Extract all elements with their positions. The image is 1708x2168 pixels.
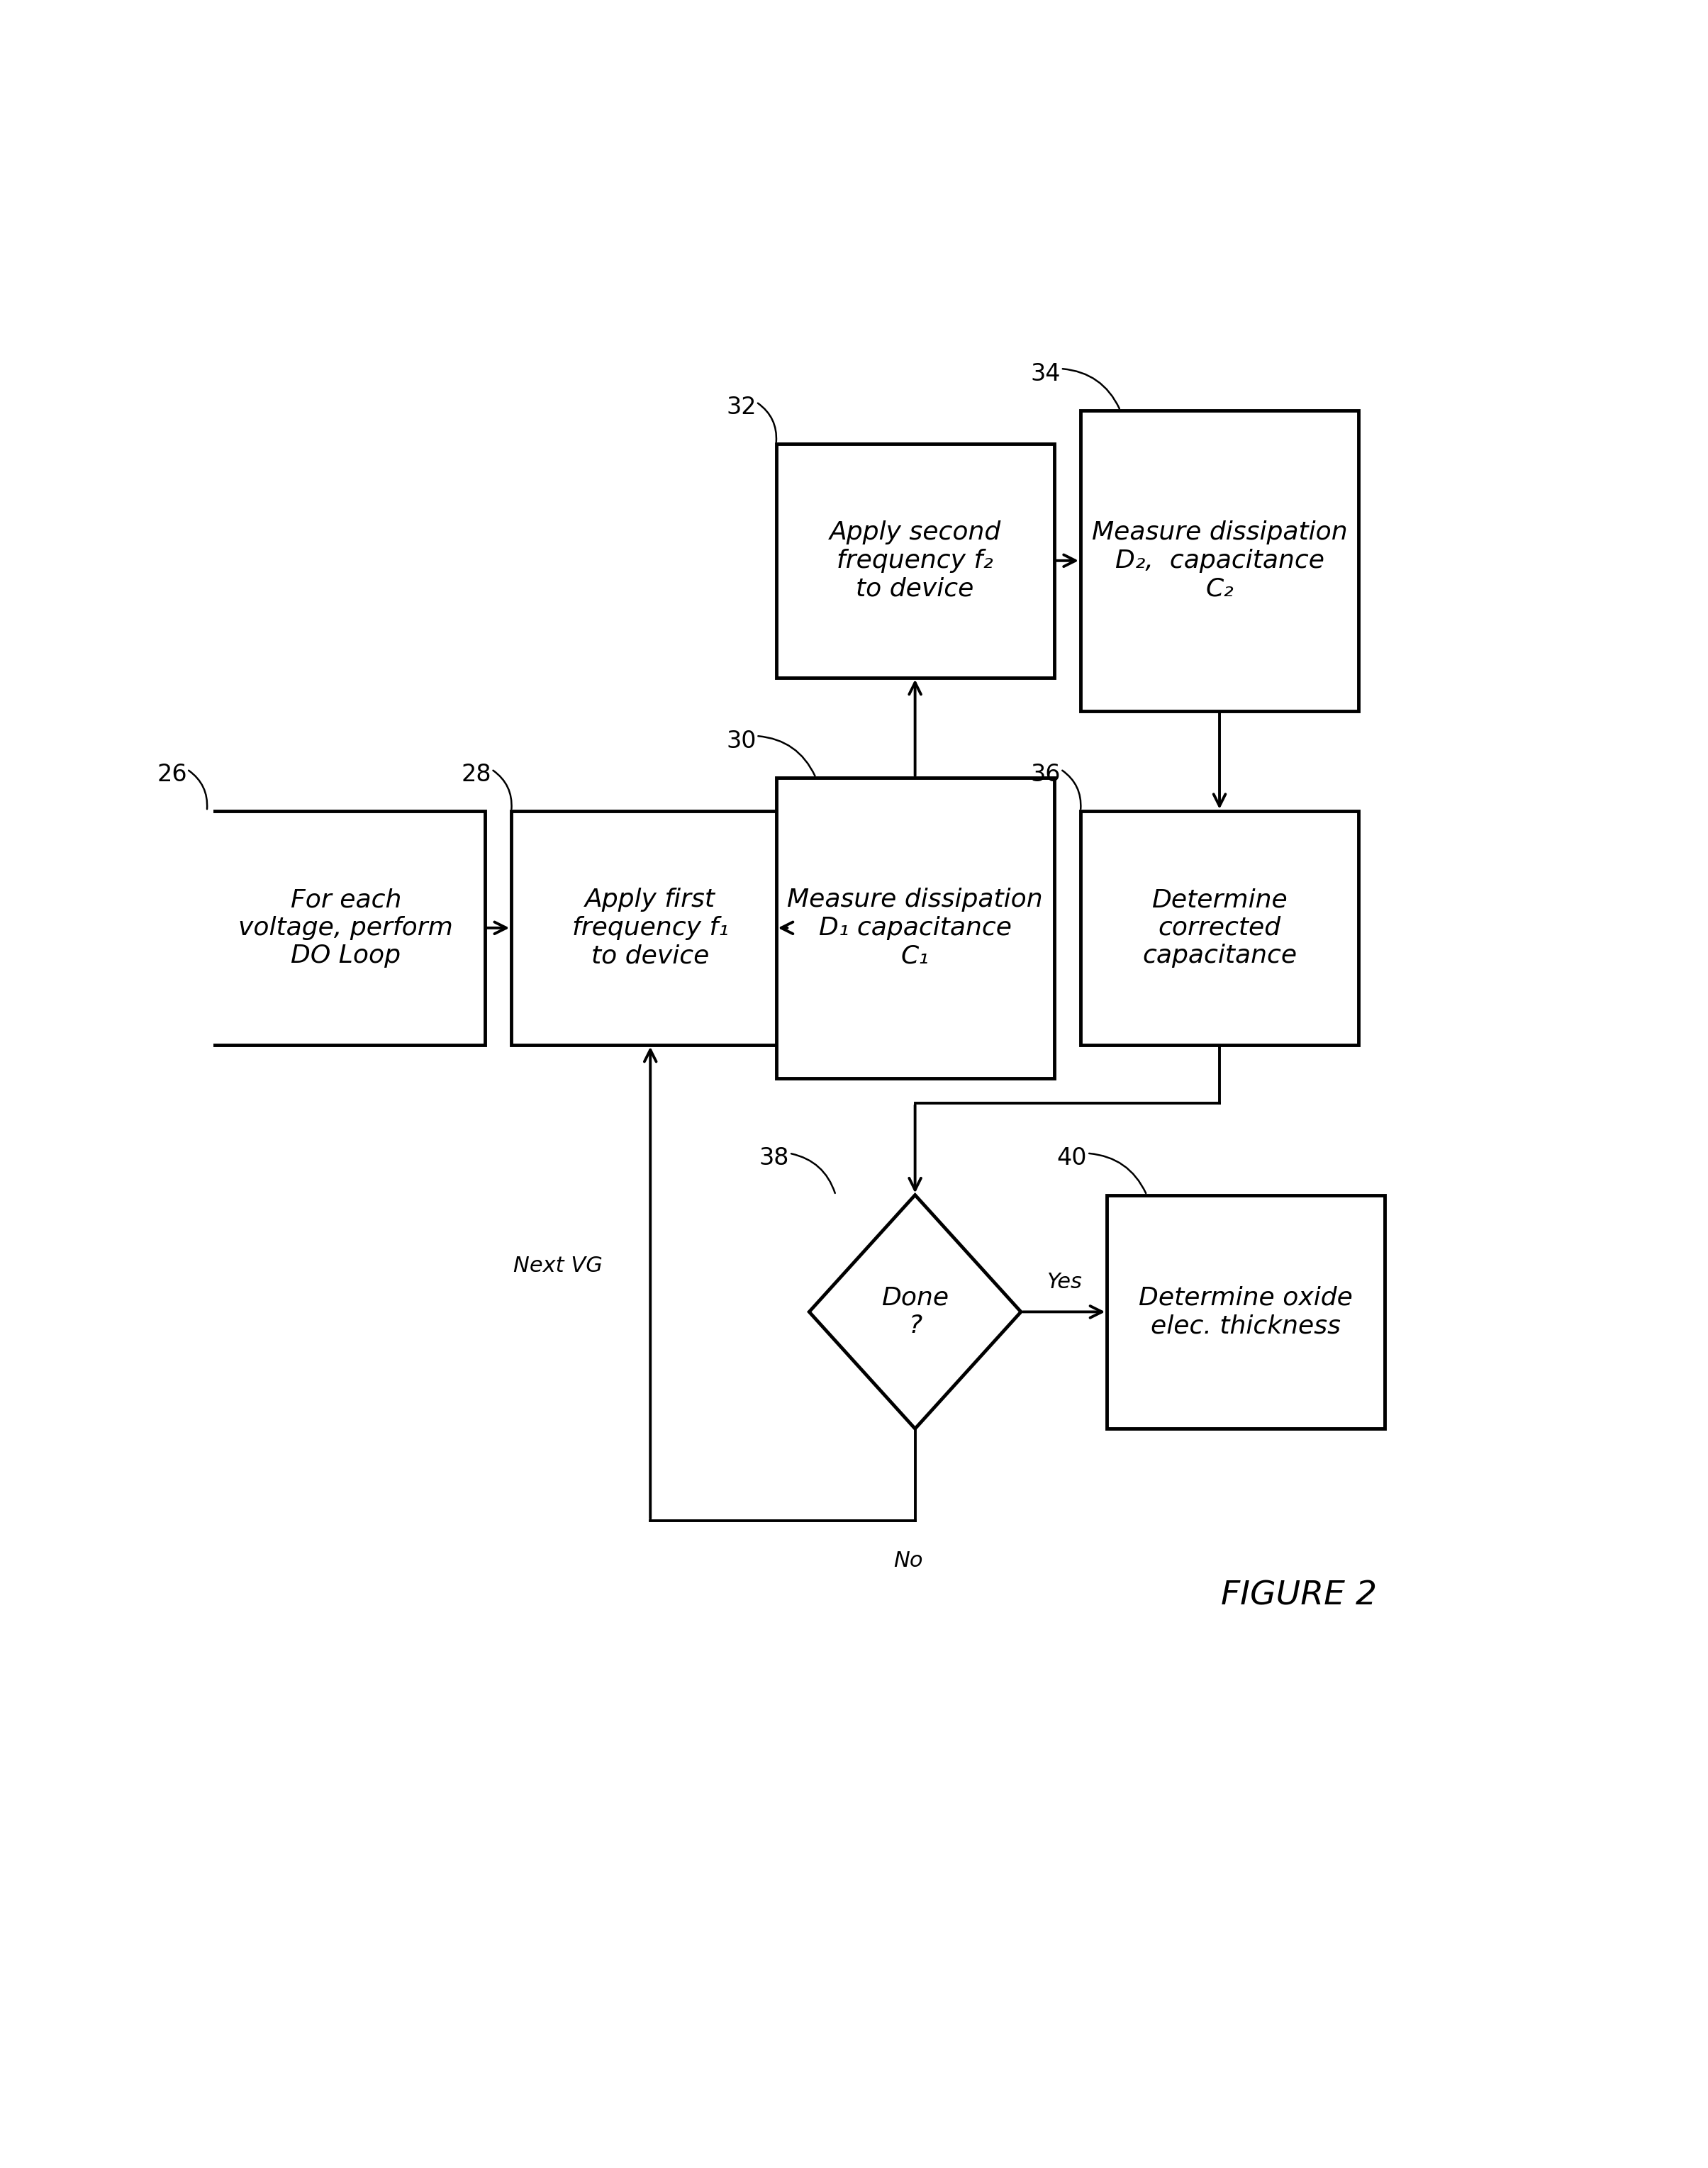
- FancyBboxPatch shape: [207, 811, 485, 1045]
- Text: 28: 28: [461, 763, 492, 787]
- Text: Measure dissipation
D₂,  capacitance
C₂: Measure dissipation D₂, capacitance C₂: [1091, 520, 1348, 601]
- Text: Yes: Yes: [1047, 1270, 1081, 1292]
- Text: 40: 40: [1057, 1147, 1088, 1171]
- FancyBboxPatch shape: [1081, 410, 1358, 711]
- Text: 32: 32: [726, 395, 757, 418]
- Text: Determine
corrected
capacitance: Determine corrected capacitance: [1143, 889, 1296, 967]
- Text: Determine oxide
elec. thickness: Determine oxide elec. thickness: [1139, 1286, 1353, 1338]
- Polygon shape: [810, 1195, 1021, 1429]
- Text: 36: 36: [1030, 763, 1061, 787]
- Text: 34: 34: [1030, 362, 1061, 386]
- FancyBboxPatch shape: [511, 811, 789, 1045]
- Text: For each
voltage, perform
DO Loop: For each voltage, perform DO Loop: [239, 889, 453, 967]
- FancyBboxPatch shape: [1081, 811, 1358, 1045]
- Text: FIGURE 2: FIGURE 2: [1221, 1580, 1377, 1611]
- Text: No: No: [893, 1550, 922, 1572]
- Text: Apply second
frequency f₂
to device: Apply second frequency f₂ to device: [828, 520, 1001, 601]
- Text: 26: 26: [157, 763, 188, 787]
- Text: Next VG: Next VG: [512, 1255, 603, 1277]
- Text: 38: 38: [760, 1147, 789, 1171]
- Text: Done
?: Done ?: [881, 1286, 948, 1338]
- FancyBboxPatch shape: [775, 778, 1054, 1077]
- Text: Apply first
frequency f₁
to device: Apply first frequency f₁ to device: [572, 889, 729, 967]
- Text: Measure dissipation
D₁ capacitance
C₁: Measure dissipation D₁ capacitance C₁: [787, 889, 1044, 967]
- FancyBboxPatch shape: [775, 444, 1054, 676]
- Text: 30: 30: [726, 728, 757, 752]
- FancyBboxPatch shape: [1107, 1195, 1385, 1429]
